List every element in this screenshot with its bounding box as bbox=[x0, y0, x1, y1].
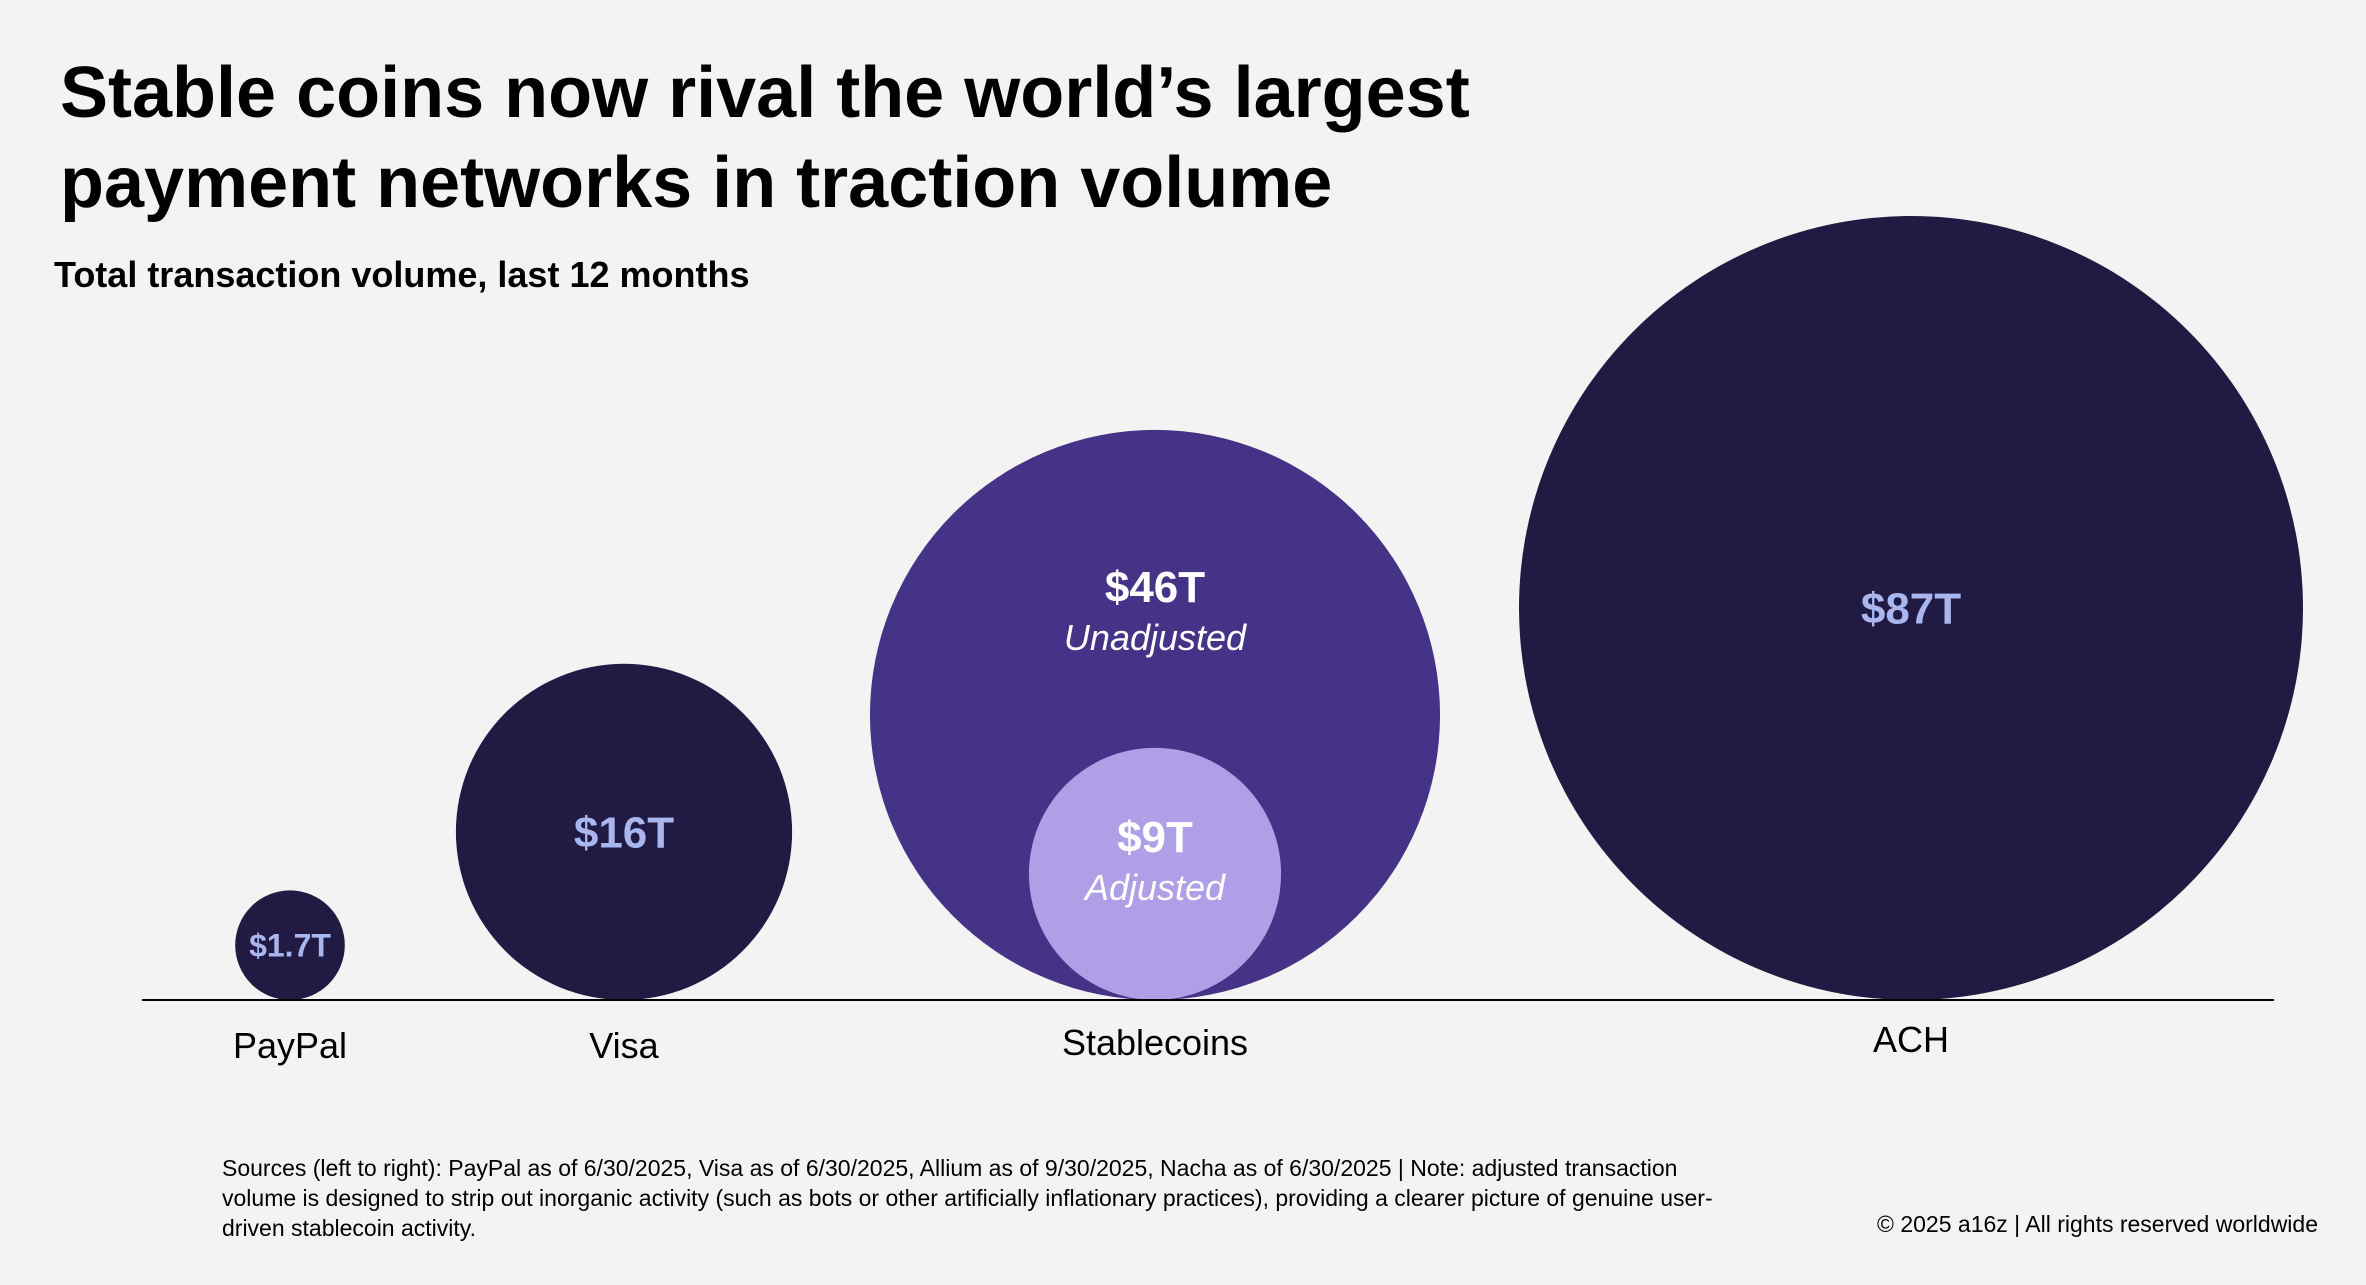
bubble-paypal bbox=[235, 890, 345, 1000]
copyright: © 2025 a16z | All rights reserved worldw… bbox=[1877, 1211, 2318, 1237]
category-label-paypal: PayPal bbox=[233, 1025, 347, 1066]
sublabel-stablecoins-unadjusted: Unadjusted bbox=[1064, 617, 1247, 658]
title-line-2: payment networks in traction volume bbox=[60, 143, 1333, 223]
value-label-paypal: $1.7T bbox=[249, 927, 331, 963]
bubble-visa bbox=[455, 663, 793, 1000]
category-label-group: PayPal Visa Stablecoins ACH bbox=[233, 1019, 1949, 1066]
value-label-ach: $87T bbox=[1861, 584, 1961, 633]
sublabel-stablecoins-adjusted: Adjusted bbox=[1083, 867, 1226, 908]
category-label-ach: ACH bbox=[1873, 1019, 1949, 1060]
chart-subtitle: Total transaction volume, last 12 months bbox=[54, 254, 750, 295]
category-label-visa: Visa bbox=[589, 1025, 659, 1066]
sources-note: Sources (left to right): PayPal as of 6/… bbox=[222, 1155, 1713, 1241]
chart-title: Stable coins now rival the world’s large… bbox=[60, 48, 1760, 228]
value-label-stablecoins-unadjusted: $46T bbox=[1105, 563, 1205, 612]
bubble-ach bbox=[1519, 216, 2303, 1000]
bubble-group: $87T $46T Unadjusted $16T $9T Adjusted $1.7T bbox=[235, 216, 2303, 1000]
title-line-1: Stable coins now rival the world’s large… bbox=[60, 53, 1470, 133]
value-label-visa: $16T bbox=[574, 808, 674, 857]
bubble-stablecoins-unadjusted bbox=[869, 429, 1441, 1000]
value-label-stablecoins-adjusted: $9T bbox=[1117, 813, 1193, 862]
category-label-stablecoins: Stablecoins bbox=[1062, 1022, 1248, 1063]
bubble-stablecoins-adjusted bbox=[1028, 747, 1282, 1000]
